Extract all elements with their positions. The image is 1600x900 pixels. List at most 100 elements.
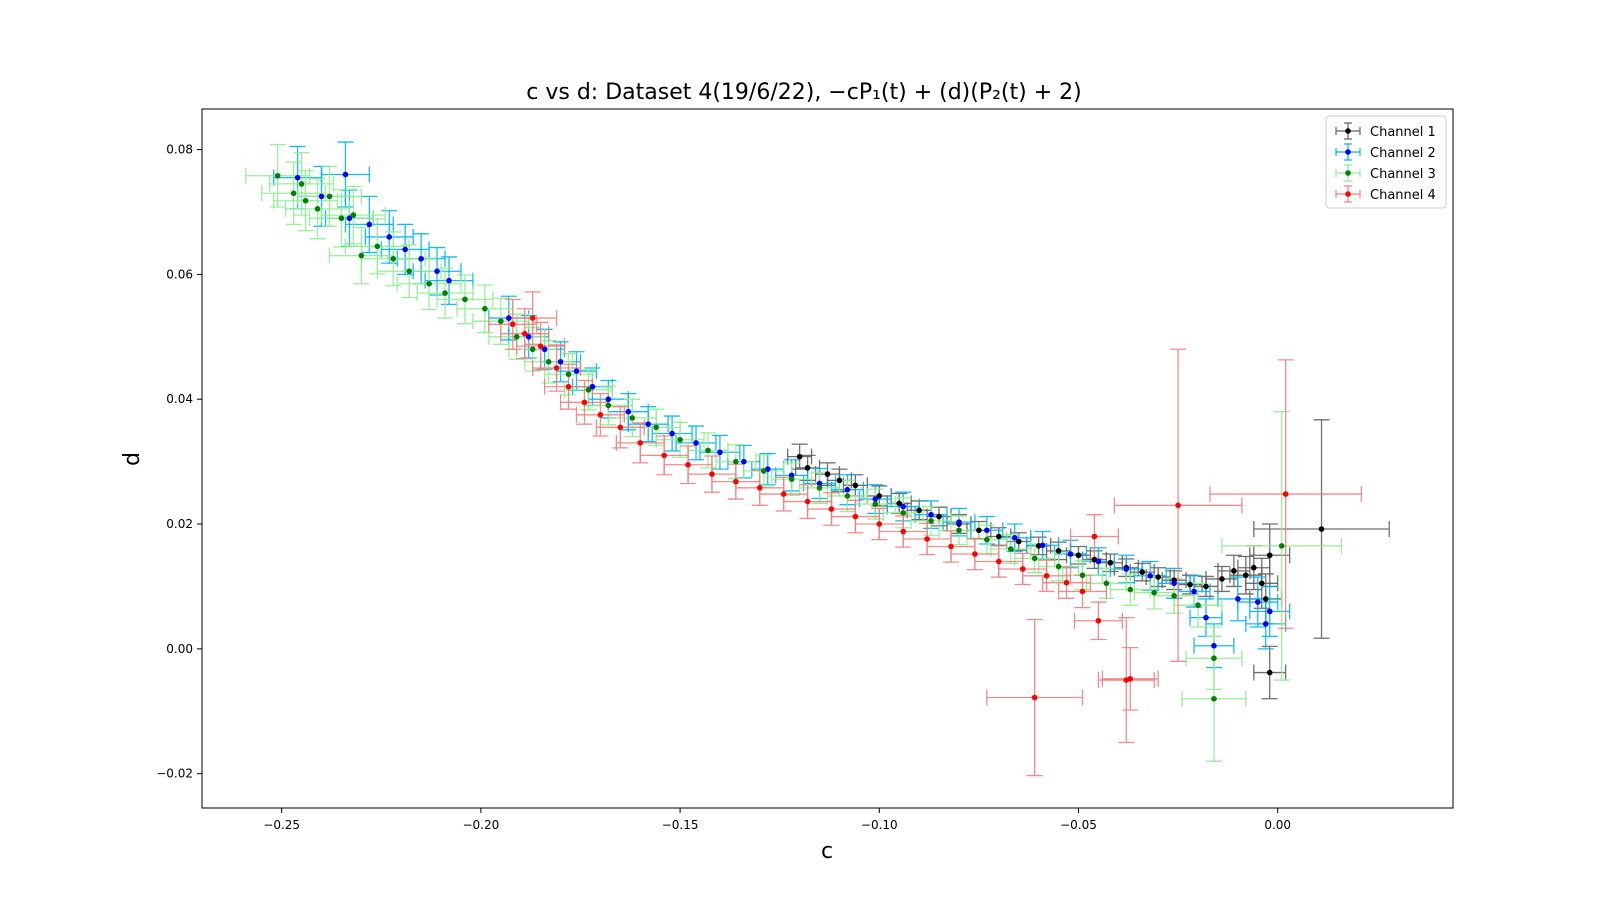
data-point [581, 399, 588, 406]
y-tick-label: 0.06 [166, 267, 193, 281]
data-point [976, 527, 982, 534]
data-point [537, 343, 544, 349]
data-point [342, 171, 349, 178]
data-point [1079, 572, 1086, 579]
legend-item: Channel 2 [1335, 143, 1436, 161]
data-point [637, 440, 644, 446]
data-point [1091, 533, 1098, 540]
data-point [290, 190, 297, 197]
y-tick-label: 0.08 [166, 143, 193, 157]
errorbar [595, 406, 645, 449]
errorbar [1109, 573, 1151, 606]
data-point [1155, 574, 1161, 580]
data-point [366, 221, 373, 228]
data-point [406, 268, 412, 275]
y-axis: −0.02 0.00 0.02 0.04 0.06 0.08 [156, 143, 202, 781]
data-point [605, 396, 612, 403]
data-point [1139, 569, 1146, 575]
plot-area [245, 141, 1390, 777]
x-tick-label: −0.25 [263, 818, 300, 832]
data-point [302, 197, 309, 204]
data-point [876, 493, 883, 499]
data-point [1211, 642, 1217, 649]
y-tick-label: 0.02 [166, 517, 193, 531]
legend-marker [1345, 170, 1351, 176]
data-point [1147, 573, 1154, 579]
series-markers-3 [274, 172, 1285, 702]
data-point [318, 193, 325, 200]
data-point [896, 500, 903, 507]
data-point [565, 383, 572, 390]
data-point [1063, 579, 1070, 586]
data-point [1211, 695, 1217, 702]
data-point [1067, 551, 1074, 557]
data-point [816, 480, 823, 487]
data-point [653, 424, 659, 431]
legend: Channel 1 Channel 2 Channel 3 Channel 4 [1325, 115, 1447, 209]
data-point [1187, 581, 1193, 588]
data-point [717, 449, 723, 456]
data-point [1262, 596, 1269, 602]
data-point [1123, 566, 1130, 572]
data-point [589, 383, 596, 390]
data-point [844, 486, 851, 493]
data-point [1031, 555, 1038, 562]
series-markers-1 [796, 453, 1325, 676]
data-point [1266, 552, 1273, 559]
data-point [996, 533, 1002, 540]
data-point [900, 503, 906, 510]
legend-item: Channel 4 [1335, 185, 1436, 203]
data-point [1127, 676, 1134, 682]
data-point [705, 447, 711, 454]
data-point [314, 206, 321, 212]
legend-item: Channel 1 [1335, 122, 1436, 140]
legend-label: Channel 4 [1370, 188, 1436, 203]
data-point [1171, 593, 1177, 599]
data-point [462, 296, 468, 303]
data-point [928, 511, 934, 518]
data-point [816, 485, 823, 491]
legend-label: Channel 1 [1370, 125, 1436, 140]
data-point [1039, 542, 1046, 549]
data-point [1127, 586, 1134, 593]
data-point [1007, 546, 1014, 552]
data-point [1235, 596, 1241, 602]
data-point [326, 193, 333, 200]
legend-label: Channel 2 [1370, 146, 1436, 161]
data-point [872, 501, 879, 507]
data-point [625, 408, 632, 415]
y-tick-label: −0.02 [156, 767, 193, 781]
data-point [900, 528, 906, 535]
data-point [924, 536, 930, 542]
data-point [1175, 502, 1181, 509]
data-point [844, 493, 851, 499]
data-point [900, 509, 906, 516]
data-point [1203, 583, 1209, 590]
data-point [1282, 491, 1289, 497]
data-point [442, 290, 448, 296]
data-point [1031, 694, 1038, 701]
data-point [741, 458, 747, 465]
data-point [788, 476, 795, 482]
series-errorbars-1 [787, 419, 1390, 700]
legend-box [1325, 115, 1447, 209]
data-point [804, 465, 811, 471]
data-point [1254, 599, 1261, 605]
data-point [1211, 655, 1217, 662]
data-point [760, 468, 767, 474]
data-point [350, 212, 357, 218]
legend-marker [1345, 191, 1351, 197]
data-point [274, 172, 281, 179]
data-point [836, 477, 843, 484]
data-point [1262, 621, 1269, 627]
x-tick-label: 0.00 [1264, 818, 1291, 832]
data-point [605, 402, 612, 409]
data-point [1019, 566, 1026, 572]
data-point [346, 215, 353, 222]
series-markers-2 [294, 171, 1273, 649]
data-point [936, 513, 942, 520]
data-point [956, 519, 962, 525]
data-point [390, 255, 397, 262]
data-point [509, 321, 516, 328]
